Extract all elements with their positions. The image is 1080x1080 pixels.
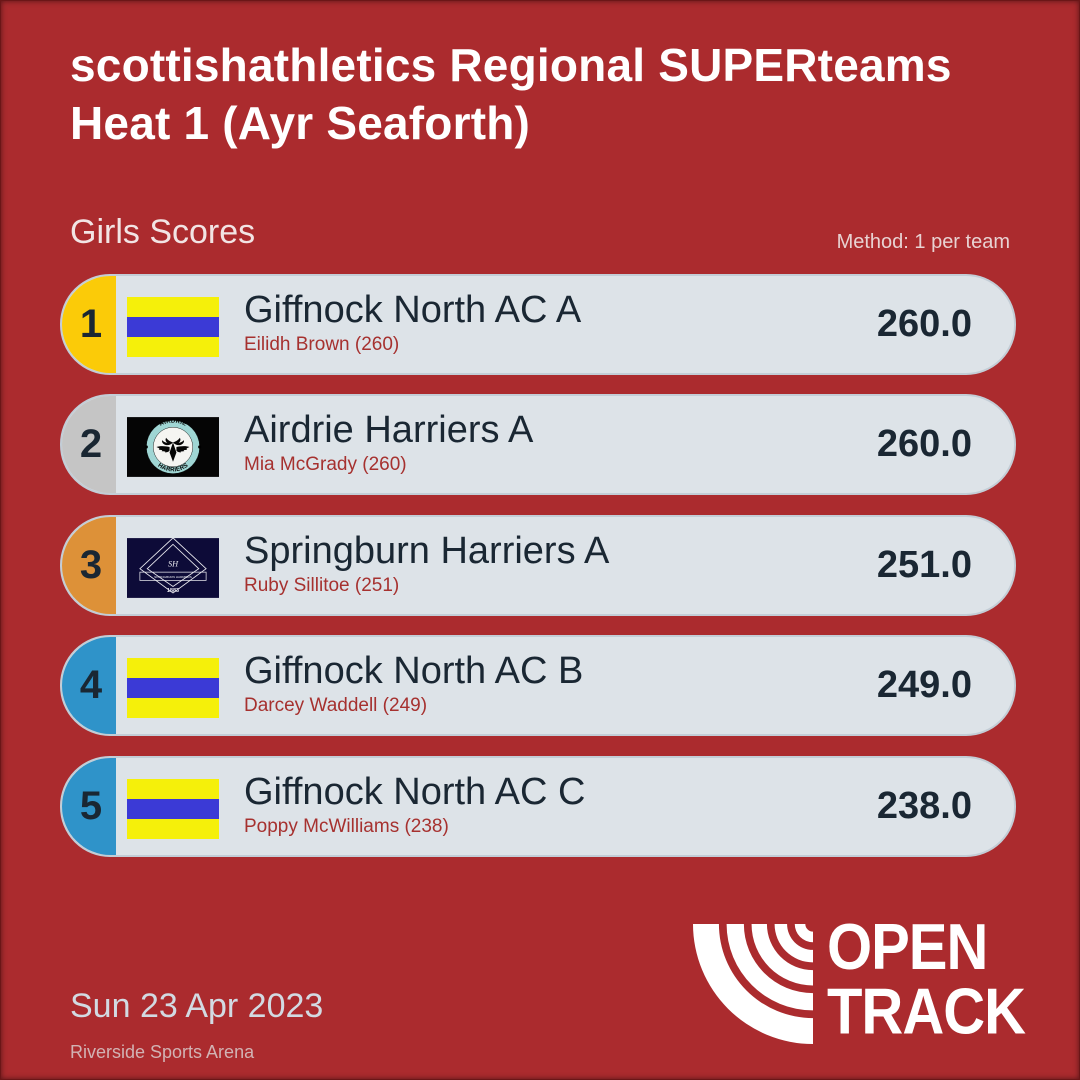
svg-text:SH: SH: [168, 560, 179, 569]
svg-text:SPRINGBURN HARRIERS: SPRINGBURN HARRIERS: [154, 575, 192, 579]
svg-text:1883: 1883: [167, 588, 179, 594]
